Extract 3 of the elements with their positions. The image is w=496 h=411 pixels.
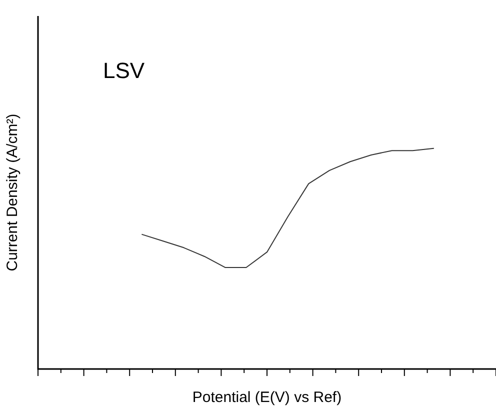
x-axis-title: Potential (E(V) vs Ref) — [192, 389, 342, 406]
text: LSV — [103, 58, 145, 84]
y-axis-title: Current Density (A/cm²) — [4, 114, 22, 272]
